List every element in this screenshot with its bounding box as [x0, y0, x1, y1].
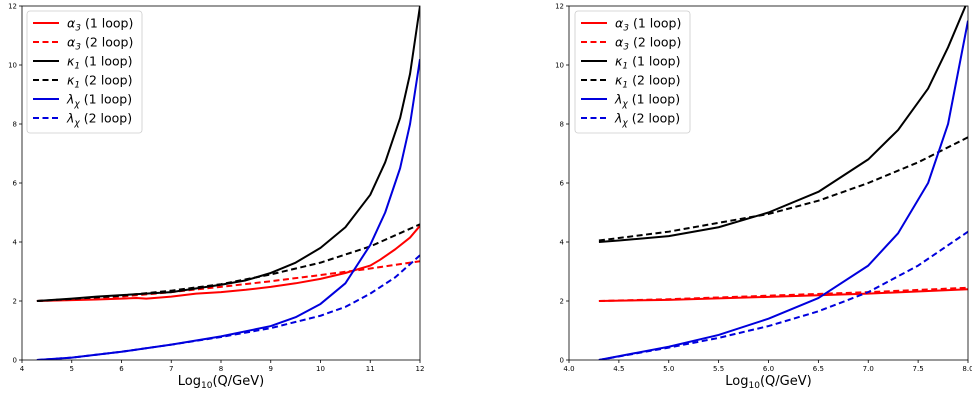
x-axis-label: Log10(Q/GeV) [178, 374, 264, 391]
x-tick-label: 12 [416, 365, 425, 373]
legend-label-k1_1l: κ1 (1 loop) [615, 54, 680, 72]
y-tick-label: 12 [8, 3, 17, 11]
x-tick-label: 9 [269, 365, 273, 373]
x-tick-label: 5 [70, 365, 74, 373]
x-tick-label: 7.5 [913, 365, 924, 373]
legend-label-k1_2l: κ1 (2 loop) [67, 73, 132, 91]
x-tick-label: 7.0 [863, 365, 874, 373]
series-line-lx_1l [36, 58, 420, 360]
x-tick-label: 4.5 [613, 365, 624, 373]
y-tick-label: 8 [560, 121, 564, 129]
x-tick-label: 6 [119, 365, 124, 373]
legend: α3 (1 loop)α3 (2 loop)κ1 (1 loop)κ1 (2 l… [574, 10, 691, 134]
y-tick-label: 8 [13, 121, 17, 129]
chart-panel-left: 4 5 6 7 8 9 10 11 12 0 2 4 6 8 10 12 Log10(Q/GeV) α3 (1 l… [8, 3, 424, 392]
x-tick-label: 4 [20, 365, 25, 373]
legend-label-lx_1l: λχ (1 loop) [66, 92, 132, 110]
y-tick-label: 6 [13, 180, 18, 188]
x-tick-label: 4.0 [563, 365, 574, 373]
series-line-k1_1l [598, 6, 967, 243]
y-tick-label: 2 [560, 298, 564, 306]
y-tick-label: 2 [13, 298, 17, 306]
x-tick-label: 10 [316, 365, 325, 373]
series-line-lx_1l [598, 20, 968, 360]
legend: α3 (1 loop)α3 (2 loop)κ1 (1 loop)κ1 (2 l… [26, 10, 143, 134]
series-line-a3_2l [598, 286, 968, 302]
y-tick-label: 12 [555, 3, 564, 11]
legend-label-a3_2l: α3 (2 loop) [67, 35, 133, 53]
y-tick-label: 10 [555, 62, 564, 70]
y-tick-label: 6 [560, 180, 565, 188]
series-line-lx_2l [598, 230, 968, 360]
x-tick-label: 11 [366, 365, 375, 373]
legend-label-a3_2l: α3 (2 loop) [615, 35, 681, 53]
series-line-k1_2l [36, 223, 420, 302]
y-tick-label: 4 [13, 239, 18, 247]
x-tick-label: 6.0 [763, 365, 774, 373]
legend-label-k1_2l: κ1 (2 loop) [615, 73, 680, 91]
legend-label-k1_1l: κ1 (1 loop) [67, 54, 132, 72]
chart-panel-right: 4.0 4.5 5.0 5.5 6.0 6.5 7.0 7.5 8.0 0 2 4 6 8 10 12 Log1… [555, 3, 972, 392]
y-tick-label: 0 [13, 357, 17, 365]
y-tick-label: 0 [560, 357, 564, 365]
legend-label-a3_1l: α3 (1 loop) [67, 16, 133, 34]
legend-label-lx_1l: λχ (1 loop) [614, 92, 680, 110]
series-line-k1_2l [598, 136, 968, 242]
x-axis-label: Log10(Q/GeV) [725, 374, 811, 391]
x-tick-label: 8.0 [962, 365, 972, 373]
series-line-lx_2l [36, 254, 420, 360]
y-tick-label: 10 [8, 62, 17, 70]
legend-label-lx_2l: λχ (2 loop) [66, 111, 132, 129]
y-tick-label: 4 [560, 239, 565, 247]
series-line-a3_1l [36, 225, 420, 302]
legend-label-lx_2l: λχ (2 loop) [614, 111, 680, 129]
series-line-a3_1l [598, 288, 968, 302]
legend-label-a3_1l: α3 (1 loop) [615, 16, 681, 34]
x-tick-label: 5.0 [663, 365, 674, 373]
x-tick-label: 8 [219, 365, 223, 373]
x-tick-label: 7 [169, 365, 173, 373]
x-tick-label: 6.5 [813, 365, 824, 373]
x-tick-label: 5.5 [713, 365, 724, 373]
